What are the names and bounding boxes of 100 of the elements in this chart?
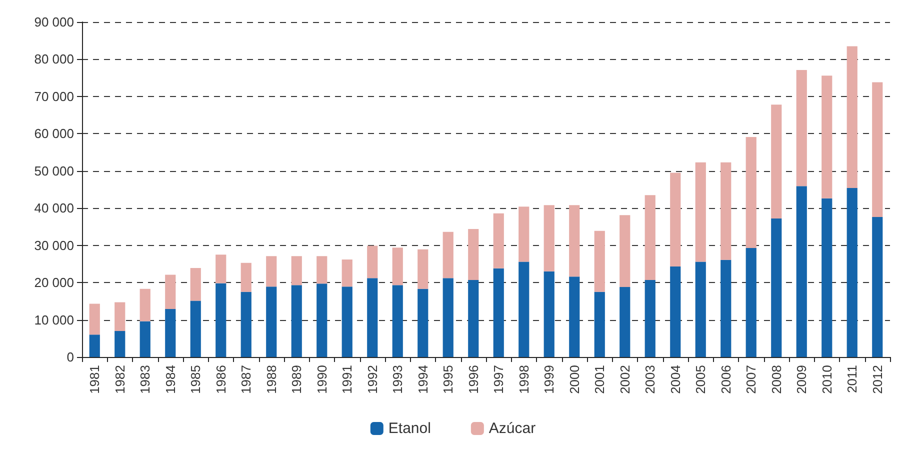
- legend-label: Azúcar: [488, 420, 536, 437]
- bar: [291, 285, 302, 357]
- bar: [468, 280, 479, 357]
- x-tick-label: 1999: [542, 365, 557, 394]
- bar: [266, 256, 277, 287]
- x-tick-label: 2009: [794, 365, 810, 394]
- bar: [695, 162, 706, 262]
- bar: [418, 288, 428, 357]
- bar: [544, 271, 554, 357]
- bar: [569, 276, 580, 357]
- x-tick-label: 2001: [592, 365, 608, 394]
- x-tick-label: 1983: [138, 365, 153, 394]
- bar: [796, 186, 807, 357]
- bar: [518, 262, 530, 357]
- x-tick-label: 1991: [340, 365, 355, 394]
- bar: [442, 278, 454, 357]
- bar: [392, 285, 403, 357]
- x-tick-label: 1989: [289, 365, 304, 394]
- bar: [720, 162, 732, 260]
- bar: [544, 205, 554, 272]
- bar: [695, 262, 706, 357]
- bar: [822, 76, 832, 198]
- bar: [89, 304, 100, 335]
- bar: [114, 302, 126, 331]
- bar: [796, 70, 807, 186]
- x-tick-label: 1993: [390, 365, 406, 394]
- bar: [291, 256, 302, 286]
- bar: [771, 104, 782, 219]
- bar: [240, 292, 252, 357]
- bar: [367, 278, 378, 357]
- legend-label: Etanol: [388, 420, 431, 437]
- x-tick-label: 1988: [264, 365, 279, 394]
- bar: [720, 260, 732, 357]
- bar: [846, 188, 858, 357]
- y-tick-label: 90 000: [34, 14, 74, 30]
- bar: [569, 205, 580, 277]
- y-tick-label: 20 000: [34, 275, 74, 290]
- x-tick-label: 1986: [213, 365, 228, 394]
- x-tick-label: 1994: [415, 365, 430, 394]
- bar: [746, 137, 756, 248]
- bar: [316, 256, 328, 284]
- x-tick-label: 2012: [870, 365, 885, 394]
- x-tick-label: 1982: [112, 365, 128, 394]
- bar: [670, 172, 681, 267]
- bar: [771, 218, 782, 357]
- x-tick-label: 1996: [466, 365, 481, 394]
- bar: [644, 195, 656, 280]
- bar: [165, 308, 176, 357]
- bar: [620, 287, 630, 357]
- bar: [216, 283, 226, 357]
- y-tick-label: 50 000: [34, 163, 74, 178]
- bar: [266, 286, 277, 357]
- bar: [342, 259, 352, 287]
- bar: [418, 249, 428, 289]
- y-tick-label: 10 000: [34, 312, 74, 328]
- bar: [670, 266, 681, 357]
- bar: [493, 268, 504, 357]
- bar: [872, 217, 883, 357]
- x-tick-label: 2004: [668, 365, 683, 394]
- x-tick-label: 2003: [642, 365, 658, 394]
- bar: [190, 268, 201, 301]
- y-tick-label: 60 000: [34, 126, 74, 142]
- bar: [165, 274, 176, 309]
- x-tick-label: 1998: [516, 365, 532, 394]
- x-tick-label: 2000: [566, 365, 582, 394]
- x-tick-label: 1984: [162, 365, 178, 394]
- bar: [240, 262, 252, 292]
- x-tick-label: 2002: [617, 365, 632, 394]
- bar: [316, 284, 328, 357]
- bar: [644, 280, 656, 357]
- bar: [140, 321, 150, 357]
- bar: [493, 213, 504, 268]
- x-tick-label: 1987: [238, 365, 254, 394]
- bar: [140, 288, 150, 322]
- x-tick-label: 1995: [440, 365, 456, 394]
- x-tick-label: 1990: [314, 365, 330, 394]
- x-tick-label: 2006: [718, 365, 734, 394]
- bar: [746, 248, 756, 357]
- bar: [468, 228, 479, 280]
- bar: [367, 246, 378, 278]
- bar: [620, 215, 630, 288]
- bar: [518, 206, 530, 262]
- bar: [216, 254, 226, 284]
- bar: [822, 198, 832, 357]
- bar: [872, 82, 883, 218]
- x-tick-label: 2010: [819, 365, 834, 394]
- y-tick-label: 0: [66, 350, 74, 364]
- x-tick-label: 2008: [768, 365, 784, 394]
- x-tick-label: 2005: [693, 365, 708, 394]
- y-tick-label: 70 000: [34, 88, 74, 104]
- x-tick-label: 1985: [188, 365, 204, 394]
- bar: [114, 330, 126, 357]
- x-tick-label: 1997: [491, 365, 506, 394]
- bar: [846, 46, 858, 188]
- bar: [442, 232, 454, 278]
- y-tick-label: 30 000: [34, 238, 74, 253]
- y-tick-label: 80 000: [34, 52, 74, 67]
- y-tick-label: 40 000: [34, 200, 74, 216]
- bar: [190, 300, 201, 357]
- bar: [342, 286, 352, 357]
